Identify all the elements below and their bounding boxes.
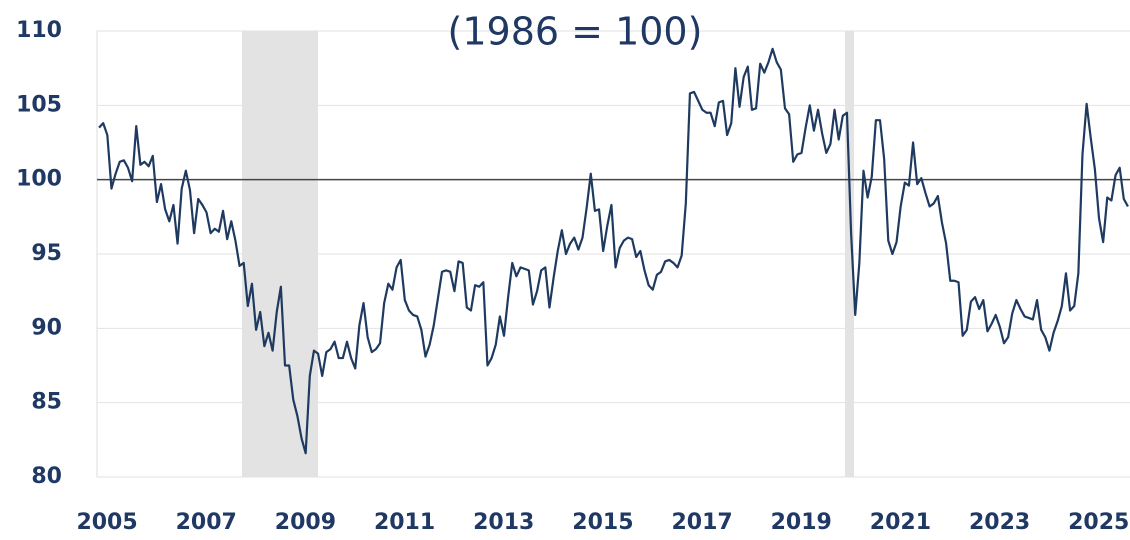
x-tick-label: 2011 — [374, 510, 435, 535]
x-tick-label: 2015 — [572, 510, 633, 535]
x-tick-label: 2017 — [671, 510, 732, 535]
y-tick-label: 105 — [16, 92, 62, 117]
recession-shade — [845, 31, 854, 477]
x-tick-label: 2025 — [1068, 510, 1129, 535]
x-tick-label: 2005 — [76, 510, 137, 535]
series-line — [98, 47, 1129, 455]
y-tick-label: 100 — [16, 167, 62, 192]
y-tick-label: 80 — [31, 464, 62, 489]
y-tick-label: 110 — [16, 18, 62, 43]
y-tick-label: 85 — [31, 390, 62, 415]
y-tick-label: 90 — [31, 315, 62, 340]
chart-subtitle: (1986 = 100) — [448, 10, 703, 54]
x-tick-label: 2013 — [473, 510, 534, 535]
x-tick-label: 2007 — [176, 510, 237, 535]
x-tick-label: 2009 — [275, 510, 336, 535]
x-tick-label: 2019 — [771, 510, 832, 535]
recession-shade — [242, 31, 318, 477]
x-tick-label: 2023 — [969, 510, 1030, 535]
y-tick-label: 95 — [31, 241, 62, 266]
x-tick-label: 2021 — [870, 510, 931, 535]
